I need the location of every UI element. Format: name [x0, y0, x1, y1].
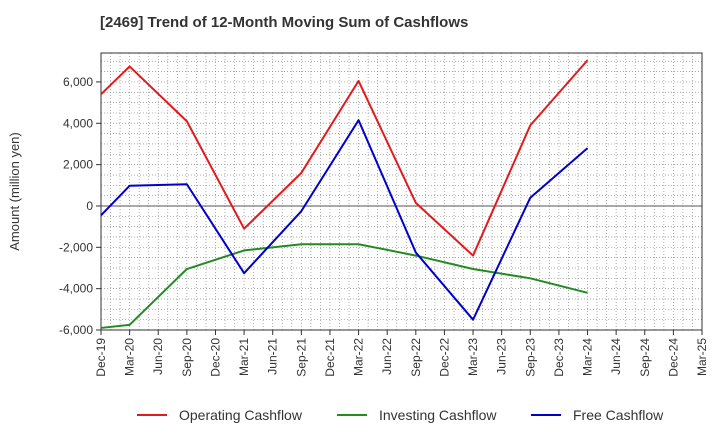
x-tick-label: Dec-20: [208, 338, 222, 377]
legend: Operating Cashflow Investing Cashflow Free…: [0, 404, 720, 426]
x-tick-label: Mar-20: [123, 338, 137, 376]
x-tick-label: Sep-22: [409, 338, 423, 377]
x-tick-label: Dec-21: [323, 338, 337, 377]
x-tick-label: Sep-21: [294, 338, 308, 377]
series-line-free-cashflow: [100, 119, 589, 321]
y-axis-title: Amount (million yen): [7, 132, 22, 251]
x-tick-label: Mar-22: [352, 338, 366, 376]
x-tick-label: Mar-25: [695, 338, 709, 376]
x-tick-label: Dec-23: [552, 338, 566, 377]
legend-label: Operating Cashflow: [179, 407, 302, 423]
x-tick-label: Dec-19: [94, 338, 108, 377]
y-tick-label: 4,000: [63, 116, 93, 130]
x-tick-label: Mar-23: [466, 338, 480, 376]
x-tick-label: Sep-23: [523, 338, 537, 377]
x-tick-label: Jun-24: [609, 338, 623, 375]
x-tick-label: Dec-22: [437, 338, 451, 377]
legend-item: Operating Cashflow: [137, 404, 302, 426]
plot-border: [100, 52, 703, 331]
legend-item: Free Cashflow: [531, 404, 663, 426]
legend-label: Investing Cashflow: [379, 407, 497, 423]
y-tick-label: -4,000: [59, 282, 93, 296]
x-tick-label: Sep-20: [180, 338, 194, 377]
x-tick-label: Jun-20: [151, 338, 165, 375]
y-tick-label: 2,000: [63, 158, 93, 172]
series-line-investing-cashflow: [100, 243, 588, 329]
legend-swatch: [531, 414, 561, 416]
x-tick-label: Jun-21: [266, 338, 280, 375]
legend-swatch: [337, 414, 367, 416]
series-line-operating-cashflow: [100, 59, 589, 257]
x-tick-label: Dec-24: [666, 338, 680, 377]
plot-area: [101, 53, 702, 330]
legend-swatch: [137, 414, 167, 416]
y-tick-label: -6,000: [59, 323, 93, 337]
x-tick-label: Mar-24: [581, 338, 595, 376]
chart-title: [2469] Trend of 12-Month Moving Sum of C…: [100, 14, 469, 31]
legend-label: Free Cashflow: [573, 407, 664, 423]
x-tick-label: Sep-24: [638, 338, 652, 377]
y-tick-label: 0: [86, 199, 93, 213]
legend-item: Investing Cashflow: [337, 404, 497, 426]
y-tick-label: 6,000: [63, 75, 93, 89]
y-tick-label: -2,000: [59, 240, 93, 254]
x-tick-label: Jun-22: [380, 338, 394, 375]
x-tick-label: Mar-21: [237, 338, 251, 376]
x-tick-label: Jun-23: [495, 338, 509, 375]
